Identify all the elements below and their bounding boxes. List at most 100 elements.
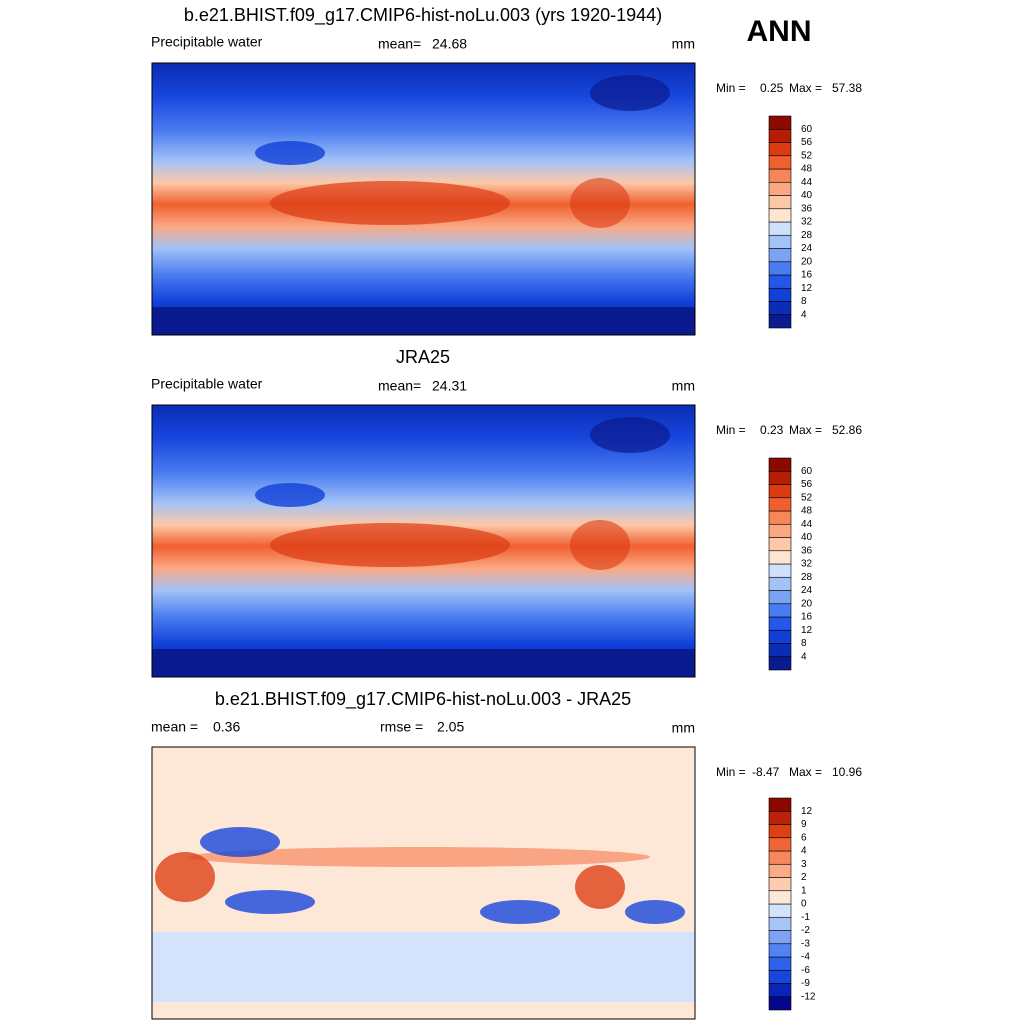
map <box>151 62 696 336</box>
negative-bias <box>625 900 685 924</box>
colorbar-label: 8 <box>801 296 807 307</box>
colorbar-label: 28 <box>801 572 813 583</box>
colorbar-box <box>768 274 792 289</box>
greenland <box>590 417 670 453</box>
stat-value: 2.05 <box>437 719 464 735</box>
colorbar-box <box>768 484 792 499</box>
colorbar-label: 12 <box>801 283 813 294</box>
colorbar-label: -2 <box>801 925 810 936</box>
colorbar-label: -12 <box>801 991 816 1002</box>
colorbar-label: 24 <box>801 585 813 596</box>
colorbar-label: 20 <box>801 256 813 267</box>
stat-label: mean = <box>151 719 198 735</box>
min-label: Min = <box>716 423 746 437</box>
colorbar-label: 32 <box>801 559 813 570</box>
colorbar-label: 4 <box>801 846 807 857</box>
colorbar-label: 40 <box>801 190 813 201</box>
colorbar-label: 2 <box>801 872 807 883</box>
min-value: -8.47 <box>752 765 780 779</box>
colorbar-box <box>768 563 792 578</box>
map-frame <box>151 404 696 678</box>
colorbar-box <box>768 810 792 825</box>
colorbar-box <box>768 550 792 565</box>
colorbar-box <box>768 969 792 984</box>
colorbar-label: 4 <box>801 651 807 662</box>
colorbar-box <box>768 301 792 316</box>
colorbar-box <box>768 903 792 918</box>
colorbar-box <box>768 863 792 878</box>
negative-bias <box>225 890 315 914</box>
max-value: 52.86 <box>832 423 862 437</box>
stat-value: 24.68 <box>432 36 467 52</box>
colorbar-label: 44 <box>801 519 813 530</box>
colorbar-label: 16 <box>801 270 813 281</box>
colorbar-label: -6 <box>801 965 810 976</box>
colorbar-box <box>768 155 792 170</box>
antarctica <box>152 307 695 335</box>
greenland <box>590 75 670 111</box>
colorbar-box <box>768 890 792 905</box>
warm-pool <box>270 181 510 225</box>
colorbar-box <box>768 287 792 302</box>
tibet <box>255 483 325 507</box>
colorbar-box <box>768 261 792 276</box>
colorbar-label: -4 <box>801 952 810 963</box>
colorbar-label: 44 <box>801 177 813 188</box>
colorbar-box <box>768 930 792 945</box>
panel-title: b.e21.BHIST.f09_g17.CMIP6-hist-noLu.003 … <box>184 5 662 26</box>
colorbar-label: -3 <box>801 938 810 949</box>
negative-bias <box>480 900 560 924</box>
colorbar-label: 6 <box>801 832 807 843</box>
max-label: Max = <box>789 765 822 779</box>
colorbar-label: 20 <box>801 598 813 609</box>
min-value: 0.25 <box>760 81 784 95</box>
variable-name: Precipitable water <box>151 376 263 392</box>
colorbar-box <box>768 208 792 223</box>
colorbar-box <box>768 221 792 236</box>
colorbar-box <box>768 603 792 618</box>
colorbar-box <box>768 195 792 210</box>
negative-bias <box>200 827 280 857</box>
max-value: 57.38 <box>832 81 862 95</box>
colorbar-label: 56 <box>801 479 813 490</box>
units: mm <box>672 720 695 736</box>
colorbar-box <box>768 576 792 591</box>
variable-name: Precipitable water <box>151 34 263 50</box>
colorbar-box <box>768 850 792 865</box>
colorbar-box <box>768 996 792 1011</box>
colorbar-box <box>768 497 792 512</box>
colorbar-box <box>768 234 792 249</box>
colorbar-label: -9 <box>801 978 810 989</box>
min-label: Min = <box>716 765 746 779</box>
colorbar-box <box>768 537 792 552</box>
positive-bias <box>155 852 215 902</box>
colorbar-box <box>768 943 792 958</box>
colorbar-label: 48 <box>801 506 813 517</box>
colorbar-box <box>768 837 792 852</box>
colorbar-box <box>768 510 792 525</box>
colorbar-label: 12 <box>801 806 813 817</box>
colorbar-label: 32 <box>801 217 813 228</box>
min-value: 0.23 <box>760 423 784 437</box>
itcz <box>190 847 650 867</box>
colorbar-label: 8 <box>801 638 807 649</box>
colorbar-box <box>768 142 792 157</box>
colorbar-label: 16 <box>801 612 813 623</box>
colorbar-label: 36 <box>801 545 813 556</box>
colorbar-box <box>768 656 792 671</box>
max-value: 10.96 <box>832 765 862 779</box>
stat-label: rmse = <box>380 719 423 735</box>
panel-title: JRA25 <box>396 347 450 367</box>
amazon <box>570 520 630 570</box>
tibet <box>255 141 325 165</box>
colorbar-label: 0 <box>801 899 807 910</box>
max-label: Max = <box>789 423 822 437</box>
map <box>151 746 696 1020</box>
colorbar-label: -1 <box>801 912 810 923</box>
colorbar-box <box>768 824 792 839</box>
colorbar-box <box>768 590 792 605</box>
warm-pool <box>270 523 510 567</box>
colorbar-box <box>768 643 792 658</box>
max-label: Max = <box>789 81 822 95</box>
colorbar-box <box>768 916 792 931</box>
